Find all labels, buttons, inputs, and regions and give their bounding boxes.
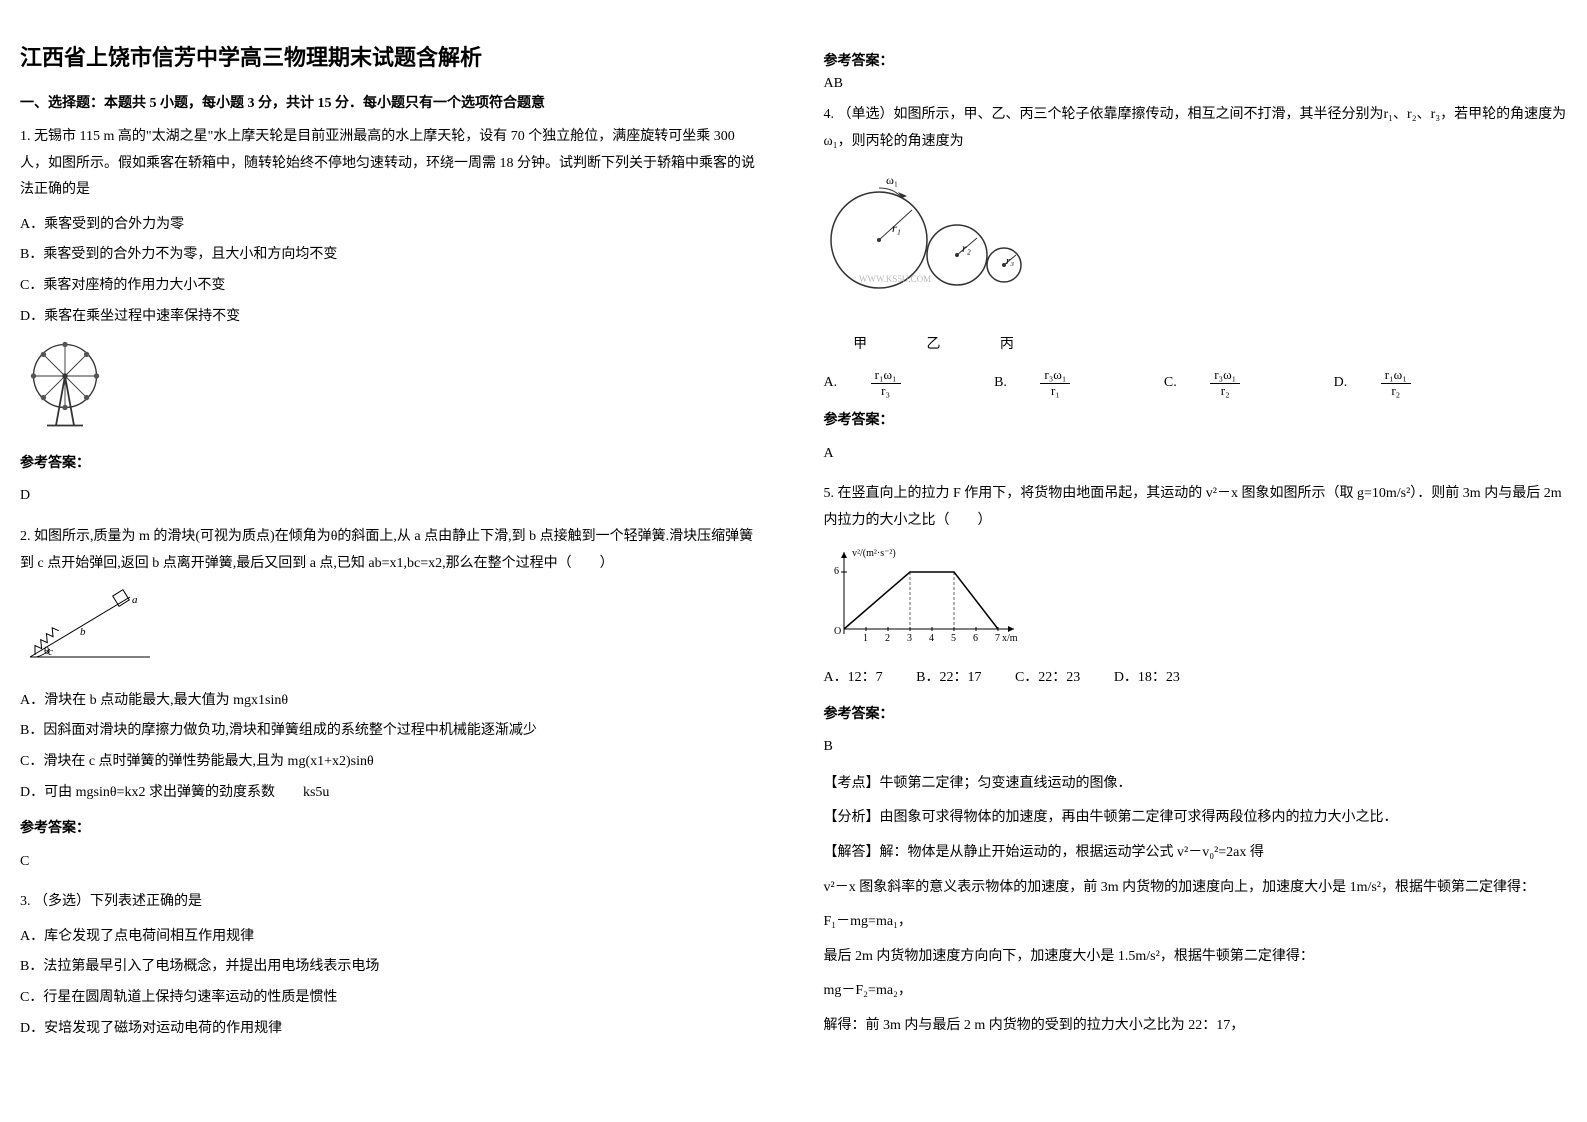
svg-text:2: 2	[885, 633, 890, 644]
question-2: 2. 如图所示,质量为 m 的滑块(可视为质点)在倾角为θ的斜面上,从 a 点由…	[20, 524, 764, 875]
q2-figure: a b c θ	[20, 587, 764, 678]
question-1: 1. 无锡市 115 m 高的"太湖之星"水上摩天轮是目前亚洲最高的水上摩天轮，…	[20, 124, 764, 510]
svg-text:1: 1	[863, 633, 868, 644]
svg-text:6: 6	[834, 566, 839, 577]
q4-choice-c: C. r₃ω₁r₂	[1164, 368, 1300, 398]
q5-options: A．12：7 B．22：17 C．22：23 D．18：23	[824, 665, 1568, 692]
svg-text:r₁: r₁	[892, 221, 901, 235]
svg-text:x/m: x/m	[1002, 633, 1018, 644]
q1-option-c: C．乘客对座椅的作用力大小不变	[20, 273, 764, 300]
svg-text:3: 3	[907, 633, 912, 644]
svg-text:r₂: r₂	[962, 241, 971, 255]
q4-c-label: C.	[1164, 370, 1177, 397]
wheel-labels: 甲 乙 丙	[824, 332, 1044, 359]
q3-answer: AB	[824, 76, 1568, 92]
q4-omega1: ω₁	[824, 134, 838, 149]
q4-r3: r₃	[1431, 107, 1441, 122]
q5-text: 5. 在竖直向上的拉力 F 作用下，将货物由地面吊起，其运动的 v²－x 图象如…	[824, 481, 1568, 534]
question-4: 4. （单选）如图所示，甲、乙、丙三个轮子依靠摩擦传动，相互之间不打滑，其半径分…	[824, 102, 1568, 467]
question-3: 3. （多选）下列表述正确的是 A．库仑发现了点电荷间相互作用规律 B．法拉第最…	[20, 889, 764, 1042]
q5-jieda1: 【解答】解：物体是从静止开始运动的，根据运动学公式 v²－v₀²=2ax 得	[824, 840, 1568, 867]
q3-option-d: D．安培发现了磁场对运动电荷的作用规律	[20, 1016, 764, 1043]
incline-icon: a b c θ	[20, 587, 160, 667]
svg-text:7: 7	[995, 633, 1000, 644]
three-wheels-icon: r₁ ω₁ r₂ r₃ WWW.KS5U.COM	[824, 165, 1044, 315]
q5-jieda2: v²－x 图象斜率的意义表示物体的加速度，前 3m 内货物的加速度向上，加速度大…	[824, 875, 1568, 902]
q5-fenxi: 【分析】由图象可求得物体的加速度，再由牛顿第二定律可求得两段位移内的拉力大小之比…	[824, 805, 1568, 832]
svg-text:b: b	[80, 626, 86, 638]
label-bing: 丙	[1000, 332, 1014, 359]
left-column: 江西省上饶市信芳中学高三物理期末试题含解析 一、选择题：本题共 5 小题，每小题…	[20, 40, 764, 1056]
q3-option-a: A．库仑发现了点电荷间相互作用规律	[20, 924, 764, 951]
q2-text: 2. 如图所示,质量为 m 的滑块(可视为质点)在倾角为θ的斜面上,从 a 点由…	[20, 524, 764, 577]
q5-jieda5: mg－F₂=ma₂，	[824, 978, 1568, 1005]
q4-text-part3: ，则丙轮的角速度为	[838, 134, 964, 149]
question-5: 5. 在竖直向上的拉力 F 作用下，将货物由地面吊起，其运动的 v²－x 图象如…	[824, 481, 1568, 1039]
q4-b-label: B.	[994, 370, 1007, 397]
page-container: 江西省上饶市信芳中学高三物理期末试题含解析 一、选择题：本题共 5 小题，每小题…	[20, 40, 1567, 1056]
svg-text:O: O	[834, 626, 841, 637]
q1-option-a: A．乘客受到的合外力为零	[20, 212, 764, 239]
q5-option-d: D．18：23	[1114, 665, 1180, 692]
v2-x-graph-icon: v²/(m²·s⁻²) x/m 6 O 1 2	[824, 544, 1024, 644]
q5-option-b: B．22：17	[916, 665, 981, 692]
label-jia: 甲	[853, 332, 867, 359]
q1-option-d: D．乘客在乘坐过程中速率保持不变	[20, 304, 764, 331]
q5-jieda6: 解得：前 3m 内与最后 2 m 内货物的受到的拉力大小之比为 22：17，	[824, 1013, 1568, 1040]
q5-kaodian: 【考点】牛顿第二定律；匀变速直线运动的图像．	[824, 771, 1568, 798]
q5-option-a: A．12：7	[824, 665, 883, 692]
q4-r2: r₂	[1407, 107, 1417, 122]
q4-r1: r₁	[1384, 107, 1394, 122]
q1-text: 1. 无锡市 115 m 高的"太湖之星"水上摩天轮是目前亚洲最高的水上摩天轮，…	[20, 124, 764, 204]
svg-text:4: 4	[929, 633, 934, 644]
q5-answer-label: 参考答案：	[824, 702, 1568, 729]
q4-choice-d: D. r₁ω₁r₂	[1334, 368, 1471, 398]
q4-d-label: D.	[1334, 370, 1348, 397]
q4-text-part1: 4. （单选）如图所示，甲、乙、丙三个轮子依靠摩擦传动，相互之间不打滑，其半径分…	[824, 107, 1384, 122]
svg-text:5: 5	[951, 633, 956, 644]
q2-option-d: D．可由 mgsinθ=kx2 求出弹簧的劲度系数 ks5u	[20, 780, 764, 807]
section-heading: 一、选择题：本题共 5 小题，每小题 3 分，共计 15 分．每小题只有一个选项…	[20, 92, 764, 112]
q3-text: 3. （多选）下列表述正确的是	[20, 889, 764, 916]
q4-answer-label: 参考答案：	[824, 408, 1568, 435]
svg-text:ω₁: ω₁	[886, 173, 898, 187]
q1-figure	[20, 340, 764, 441]
label-yi: 乙	[926, 332, 940, 359]
q5-answer: B	[824, 734, 1568, 761]
q2-option-c: C．滑块在 c 点时弹簧的弹性势能最大,且为 mg(x1+x2)sinθ	[20, 749, 764, 776]
q1-answer: D	[20, 483, 764, 510]
q5-jieda3: F₁－mg=ma₁，	[824, 909, 1568, 936]
document-title: 江西省上饶市信芳中学高三物理期末试题含解析	[20, 40, 764, 72]
q4-text-part2: ，若甲轮的角速度为	[1440, 107, 1566, 122]
svg-text:r₃: r₃	[1006, 255, 1014, 267]
q4-choice-a: A. r₁ω₁r₃	[824, 368, 961, 398]
q4-answer: A	[824, 441, 1568, 468]
q2-option-a: A．滑块在 b 点动能最大,最大值为 mgx1sinθ	[20, 688, 764, 715]
svg-text:v²/(m²·s⁻²): v²/(m²·s⁻²)	[852, 548, 896, 559]
svg-text:WWW.KS5U.COM: WWW.KS5U.COM	[859, 274, 931, 284]
svg-text:6: 6	[973, 633, 978, 644]
q5-figure: v²/(m²·s⁻²) x/m 6 O 1 2	[824, 544, 1568, 655]
ferris-wheel-icon	[20, 340, 110, 430]
q2-answer: C	[20, 849, 764, 876]
q3-option-b: B．法拉第最早引入了电场概念，并提出用电场线表示电场	[20, 954, 764, 981]
q4-text: 4. （单选）如图所示，甲、乙、丙三个轮子依靠摩擦传动，相互之间不打滑，其半径分…	[824, 102, 1568, 155]
q4-figure: r₁ ω₁ r₂ r₃ WWW.KS5U.COM 甲 乙	[824, 165, 1568, 358]
svg-text:a: a	[132, 594, 138, 606]
q3-option-c: C．行星在圆周轨道上保持匀速率运动的性质是惯性	[20, 985, 764, 1012]
q1-answer-label: 参考答案：	[20, 451, 764, 478]
q1-option-b: B．乘客受到的合外力不为零，且大小和方向均不变	[20, 242, 764, 269]
right-column: 参考答案： AB 4. （单选）如图所示，甲、乙、丙三个轮子依靠摩擦传动，相互之…	[824, 40, 1568, 1056]
q4-choices: A. r₁ω₁r₃ B. r₃ω₁r₁ C. r₃ω₁r₂ D. r₁ω₁r₂	[824, 368, 1568, 398]
q5-option-c: C．22：23	[1015, 665, 1080, 692]
q4-choice-b: B. r₃ω₁r₁	[994, 368, 1130, 398]
q2-answer-label: 参考答案：	[20, 816, 764, 843]
q5-jieda4: 最后 2m 内货物加速度方向向下，加速度大小是 1.5m/s²，根据牛顿第二定律…	[824, 944, 1568, 971]
q3-answer-label: 参考答案：	[824, 50, 1568, 70]
q2-option-b: B．因斜面对滑块的摩擦力做负功,滑块和弹簧组成的系统整个过程中机械能逐渐减少	[20, 718, 764, 745]
q4-a-label: A.	[824, 370, 838, 397]
